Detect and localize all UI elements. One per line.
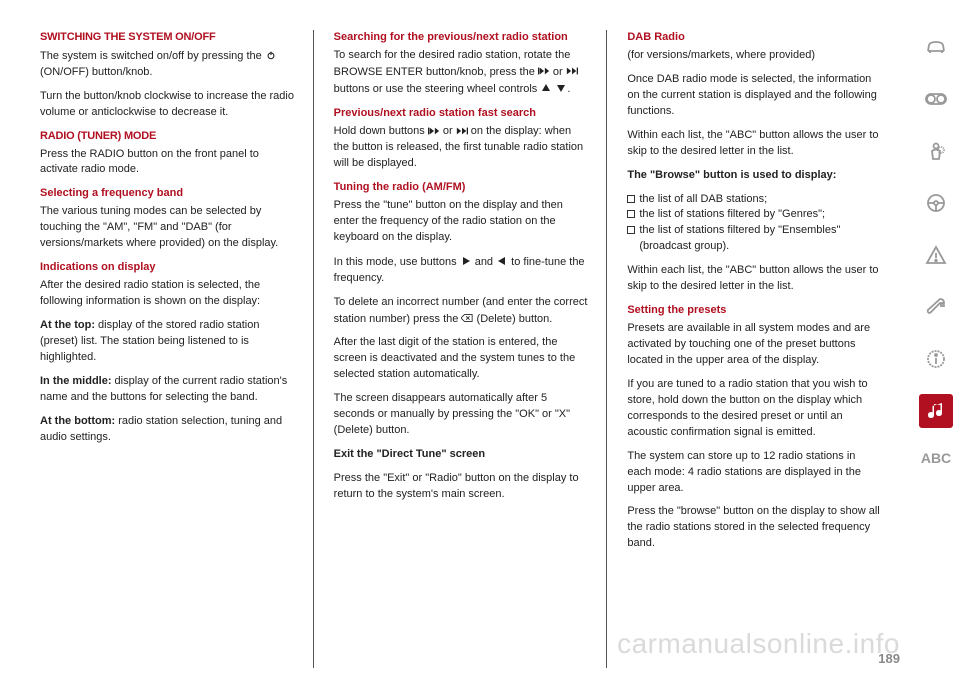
- para: In this mode, use buttons and to fine-tu…: [334, 254, 589, 287]
- para: After the desired radio station is selec…: [40, 278, 295, 310]
- column-1: SWITCHING THE SYSTEM ON/OFF The system i…: [40, 30, 314, 668]
- para: Press the "Exit" or "Radio" button on th…: [334, 471, 589, 503]
- power-icon: [265, 48, 277, 64]
- prev-track-icon: [428, 123, 440, 139]
- next-track-icon: [566, 64, 578, 80]
- sidebar-nav: ABC: [912, 0, 960, 678]
- right-arrow-icon: [460, 254, 472, 270]
- manual-page: SWITCHING THE SYSTEM ON/OFF The system i…: [0, 0, 960, 678]
- car-icon[interactable]: [919, 30, 953, 64]
- dashboard-icon[interactable]: [919, 82, 953, 116]
- page-number: 189: [878, 651, 900, 666]
- heading-switching: SWITCHING THE SYSTEM ON/OFF: [40, 30, 295, 46]
- airbag-icon[interactable]: [919, 134, 953, 168]
- down-icon: [555, 81, 567, 97]
- label-bottom: At the bottom:: [40, 415, 115, 427]
- heading-radio-mode: RADIO (TUNER) MODE: [40, 129, 295, 145]
- subheading-dab: DAB Radio: [627, 30, 882, 46]
- content-columns: SWITCHING THE SYSTEM ON/OFF The system i…: [0, 0, 912, 678]
- music-icon[interactable]: [919, 394, 953, 428]
- para: If you are tuned to a radio station that…: [627, 377, 882, 441]
- text: Hold down buttons: [334, 125, 428, 137]
- para: To delete an incorrect number (and enter…: [334, 295, 589, 328]
- para: Hold down buttons or on the display: whe…: [334, 123, 589, 172]
- steering-wheel-icon[interactable]: [919, 186, 953, 220]
- subheading-fast-search: Previous/next radio station fast search: [334, 106, 589, 122]
- text: The system is switched on/off by pressin…: [40, 50, 265, 62]
- para: At the bottom: radio station selection, …: [40, 414, 295, 446]
- warning-icon[interactable]: [919, 238, 953, 272]
- para: To search for the desired radio station,…: [334, 48, 589, 98]
- para: Press the "browse" button on the display…: [627, 504, 882, 552]
- para: In the middle: display of the current ra…: [40, 374, 295, 406]
- list-item: the list of all DAB stations;: [627, 192, 882, 208]
- text: the list of stations filtered by "Genres…: [639, 207, 825, 223]
- text: In this mode, use buttons: [334, 256, 460, 268]
- subheading-searching: Searching for the previous/next radio st…: [334, 30, 589, 46]
- para: Press the RADIO button on the front pane…: [40, 147, 295, 179]
- para: The screen disappears automatically afte…: [334, 391, 589, 439]
- text: buttons or use the steering wheel contro…: [334, 83, 541, 95]
- text: the list of all DAB stations;: [639, 192, 767, 208]
- para: Press the "tune" button on the display a…: [334, 198, 589, 246]
- up-icon: [540, 81, 552, 97]
- label-top: At the top:: [40, 319, 95, 331]
- text: (Delete) button.: [473, 312, 552, 324]
- left-arrow-icon: [496, 254, 508, 270]
- next-track-icon: [456, 123, 468, 139]
- para: Turn the button/knob clockwise to increa…: [40, 89, 295, 121]
- para: The system can store up to 12 radio stat…: [627, 449, 882, 497]
- para: At the top: display of the stored radio …: [40, 318, 295, 366]
- para: Within each list, the "ABC" button allow…: [627, 263, 882, 295]
- text: the list of stations filtered by "Ensemb…: [639, 223, 882, 255]
- para: The system is switched on/off by pressin…: [40, 48, 295, 81]
- checkbox-icon: [627, 210, 635, 218]
- delete-icon: [461, 311, 473, 327]
- wrench-icon[interactable]: [919, 290, 953, 324]
- checkbox-icon: [627, 195, 635, 203]
- para: Presets are available in all system mode…: [627, 321, 882, 369]
- list-item: the list of stations filtered by "Genres…: [627, 207, 882, 223]
- subheading-freq-band: Selecting a frequency band: [40, 186, 295, 202]
- para: (for versions/markets, where provided): [627, 48, 882, 64]
- para: After the last digit of the station is e…: [334, 335, 589, 383]
- subheading-indications: Indications on display: [40, 260, 295, 276]
- prev-track-icon: [538, 64, 550, 80]
- text: or: [440, 125, 456, 137]
- para: Within each list, the "ABC" button allow…: [627, 128, 882, 160]
- abc-icon[interactable]: ABC: [921, 450, 951, 466]
- text: To search for the desired radio station,…: [334, 49, 571, 78]
- para: Once DAB radio mode is selected, the inf…: [627, 72, 882, 120]
- text: or: [550, 66, 566, 78]
- checkbox-icon: [627, 226, 635, 234]
- column-3: DAB Radio (for versions/markets, where p…: [627, 30, 892, 668]
- subheading-tuning: Tuning the radio (AM/FM): [334, 180, 589, 196]
- text: (ON/OFF) button/knob.: [40, 66, 152, 78]
- column-2: Searching for the previous/next radio st…: [334, 30, 608, 668]
- text: and: [472, 256, 496, 268]
- list-item: the list of stations filtered by "Ensemb…: [627, 223, 882, 255]
- text: .: [567, 83, 570, 95]
- info-icon[interactable]: [919, 342, 953, 376]
- label-browse: The "Browse" button is used to display:: [627, 168, 882, 184]
- subheading-presets: Setting the presets: [627, 303, 882, 319]
- label-exit: Exit the "Direct Tune" screen: [334, 447, 589, 463]
- para: The various tuning modes can be selected…: [40, 204, 295, 252]
- label-middle: In the middle:: [40, 375, 112, 387]
